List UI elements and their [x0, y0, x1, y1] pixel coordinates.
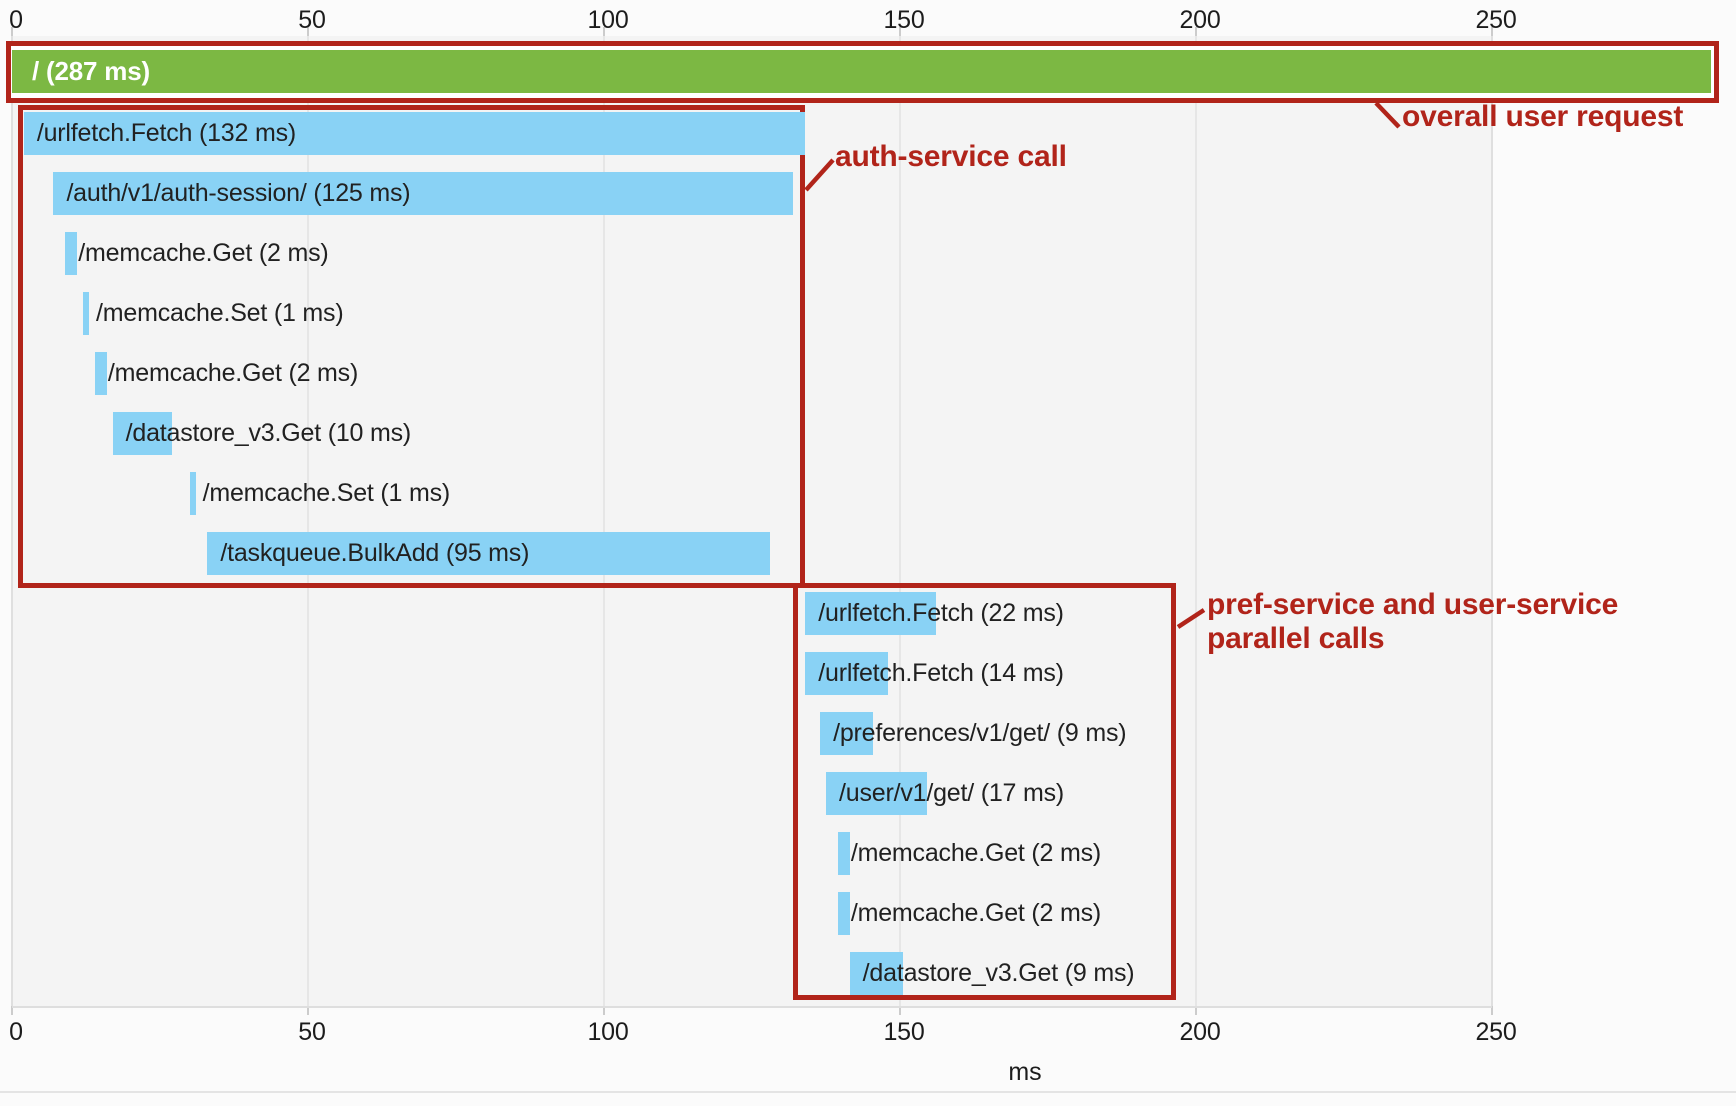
bottom-axis-tick-label-50: 50 — [298, 1018, 326, 1046]
span-bar[interactable] — [837, 892, 850, 935]
span-label: /urlfetch.Fetch (14 ms) — [818, 659, 1064, 687]
top-axis-tick-label-50: 50 — [298, 6, 326, 34]
top-axis-tick-label-0: 0 — [9, 6, 23, 34]
span-label: /memcache.Get (2 ms) — [850, 899, 1102, 927]
span-label: /memcache.Get (2 ms) — [850, 839, 1102, 867]
span-bar[interactable] — [53, 172, 794, 215]
top-tick-150 — [899, 27, 901, 36]
bottom-tick-250 — [1491, 1006, 1493, 1015]
top-tick-0 — [11, 27, 13, 36]
bottom-axis-tick-label-0: 0 — [9, 1018, 23, 1046]
top-tick-100 — [603, 27, 605, 36]
span-label: /urlfetch.Fetch (132 ms) — [36, 119, 297, 147]
span-label: /preferences/v1/get/ (9 ms) — [833, 719, 1127, 747]
span-bar[interactable] — [94, 352, 107, 395]
span-bar[interactable] — [23, 112, 806, 155]
span-label: /user/v1/get/ (17 ms) — [839, 779, 1065, 807]
plot-bottom-border — [12, 1006, 1492, 1008]
annotation-text-pref: pref-service and user-service parallel c… — [1207, 588, 1619, 655]
span-label: /memcache.Get (2 ms) — [107, 359, 359, 387]
annotation-box-pref — [793, 583, 1176, 1000]
bottom-tick-150 — [899, 1006, 901, 1015]
bottom-tick-50 — [307, 1006, 309, 1015]
span-label: /datastore_v3.Get (9 ms) — [862, 959, 1135, 987]
span-bar[interactable] — [65, 232, 78, 275]
span-bar[interactable] — [189, 472, 196, 515]
bottom-tick-200 — [1195, 1006, 1197, 1015]
bottom-axis-tick-label-250: 250 — [1475, 1018, 1517, 1046]
span-bar[interactable] — [207, 532, 770, 575]
top-axis-tick-label-250: 250 — [1475, 6, 1517, 34]
annotation-text-overall: overall user request — [1402, 100, 1684, 133]
gridline-50 — [307, 36, 309, 1006]
span-label: /memcache.Get (2 ms) — [78, 239, 329, 267]
span-label: /datastore_v3.Get (10 ms) — [125, 419, 412, 447]
bottom-axis-tick-label-200: 200 — [1179, 1018, 1221, 1046]
span-bar[interactable] — [849, 952, 903, 995]
span-bar[interactable] — [112, 412, 172, 455]
span-bar[interactable] — [837, 832, 850, 875]
span-label: /urlfetch.Fetch (22 ms) — [818, 599, 1064, 627]
gridline-250 — [1491, 36, 1493, 1006]
span-bar[interactable] — [805, 592, 936, 635]
top-tick-200 — [1195, 27, 1197, 36]
span-label: /memcache.Set (1 ms) — [202, 479, 451, 507]
top-tick-250 — [1491, 27, 1493, 36]
bottom-axis-tick-label-150: 150 — [883, 1018, 925, 1046]
bottom-tick-0 — [11, 1006, 13, 1015]
span-bar[interactable] — [83, 292, 89, 335]
span-bar[interactable] — [820, 712, 874, 755]
top-axis-tick-label-200: 200 — [1179, 6, 1221, 34]
annotation-text-auth: auth-service call — [835, 140, 1067, 173]
bottom-tick-100 — [603, 1006, 605, 1015]
chart-bottom-border — [0, 1091, 1736, 1093]
span-label: /auth/v1/auth-session/ (125 ms) — [66, 179, 411, 207]
gridline-100 — [603, 36, 605, 1006]
top-tick-50 — [307, 27, 309, 36]
gridline-200 — [1195, 36, 1197, 1006]
span-label: /memcache.Set (1 ms) — [96, 299, 344, 327]
root-span-bar[interactable] — [12, 50, 1712, 93]
top-axis-tick-label-100: 100 — [587, 6, 629, 34]
span-bar[interactable] — [826, 772, 927, 815]
gridline-0 — [11, 36, 13, 1006]
span-label: /taskqueue.BulkAdd (95 ms) — [220, 539, 530, 567]
annotation-box-auth — [18, 105, 805, 588]
gridline-150 — [899, 36, 901, 1006]
span-bar[interactable] — [805, 652, 889, 695]
top-axis-tick-label-150: 150 — [883, 6, 925, 34]
axis-unit-label: ms — [1008, 1058, 1042, 1086]
bottom-axis-tick-label-100: 100 — [587, 1018, 629, 1046]
root-span-label: / (287 ms) — [32, 56, 150, 86]
